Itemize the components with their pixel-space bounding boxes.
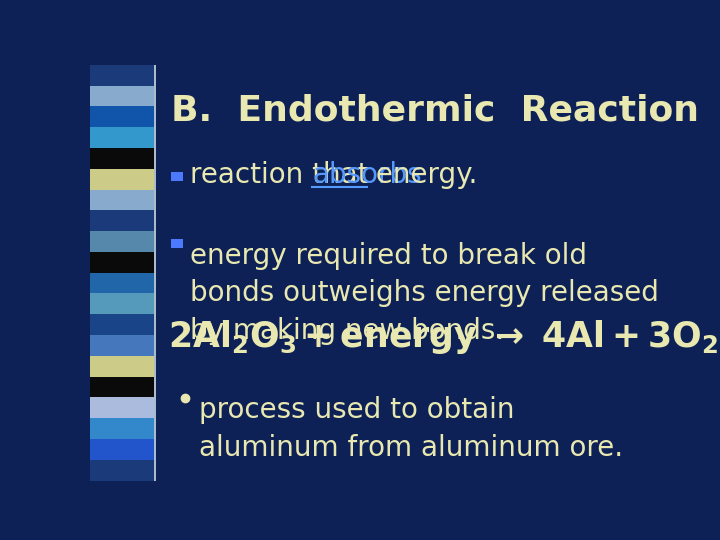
Bar [90, 335, 154, 356]
Bar [90, 293, 154, 314]
Bar [90, 65, 154, 85]
Bar [90, 85, 154, 106]
Bar [90, 356, 154, 377]
Bar [90, 397, 154, 418]
Bar [90, 460, 154, 481]
Text: energy required to break old
bonds outweighs energy released
by making new bonds: energy required to break old bonds outwe… [190, 241, 660, 345]
Bar [90, 106, 154, 127]
Bar [90, 148, 154, 168]
Bar [90, 314, 154, 335]
Bar [90, 273, 154, 294]
Bar [90, 418, 154, 439]
Bar [154, 65, 156, 481]
Bar [90, 377, 154, 397]
Bar [171, 172, 183, 181]
Bar [90, 252, 154, 273]
Bar [90, 127, 154, 148]
Bar [171, 239, 183, 248]
Text: energy.: energy. [366, 161, 477, 189]
Text: absorbs: absorbs [312, 161, 422, 189]
Bar [90, 210, 154, 231]
Bar [90, 190, 154, 210]
Text: process used to obtain
aluminum from aluminum ore.: process used to obtain aluminum from alu… [199, 396, 623, 462]
Text: B.  Endothermic  Reaction: B. Endothermic Reaction [171, 94, 699, 128]
Bar [90, 168, 154, 190]
Bar [90, 231, 154, 252]
Text: reaction that: reaction that [190, 161, 378, 189]
Bar [90, 439, 154, 460]
Text: $\mathbf{2Al_2O_3 + energy\ \rightarrow\ 4Al + 3O_2}$: $\mathbf{2Al_2O_3 + energy\ \rightarrow\… [168, 318, 718, 356]
